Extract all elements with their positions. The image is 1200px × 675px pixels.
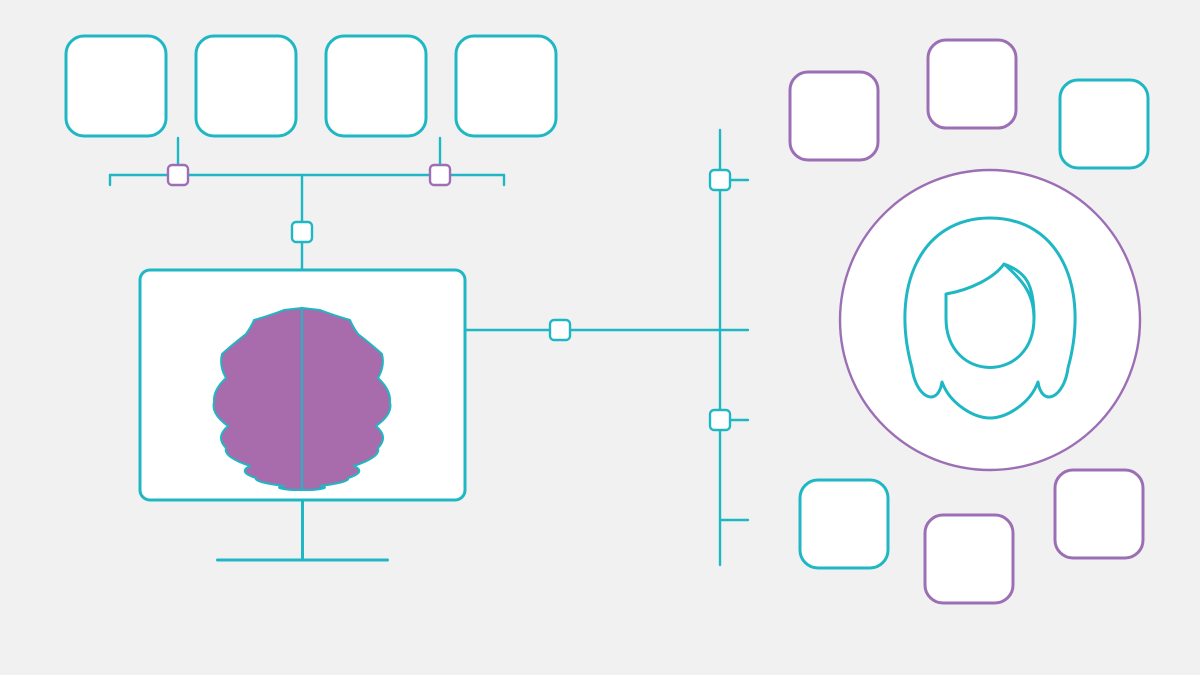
server-icon-box	[456, 36, 556, 136]
junction-node	[168, 165, 188, 185]
line-chart-icon-box	[925, 515, 1013, 603]
chat-bubble-icon-box	[1055, 470, 1143, 558]
location-pin-icon-box	[800, 480, 888, 568]
user-circle	[840, 170, 1140, 470]
bar-chart-icon-box	[928, 40, 1016, 128]
mobile-grid-icon-box	[196, 36, 296, 136]
junction-node	[710, 170, 730, 190]
junction-node	[292, 222, 312, 242]
pie-chart-icon-box	[790, 72, 878, 160]
fingerprint-icon-box	[1060, 80, 1148, 168]
windows-icon-box	[326, 36, 426, 136]
junction-node	[430, 165, 450, 185]
junction-node	[550, 320, 570, 340]
documents-icon-box	[66, 36, 166, 136]
junction-node	[710, 410, 730, 430]
